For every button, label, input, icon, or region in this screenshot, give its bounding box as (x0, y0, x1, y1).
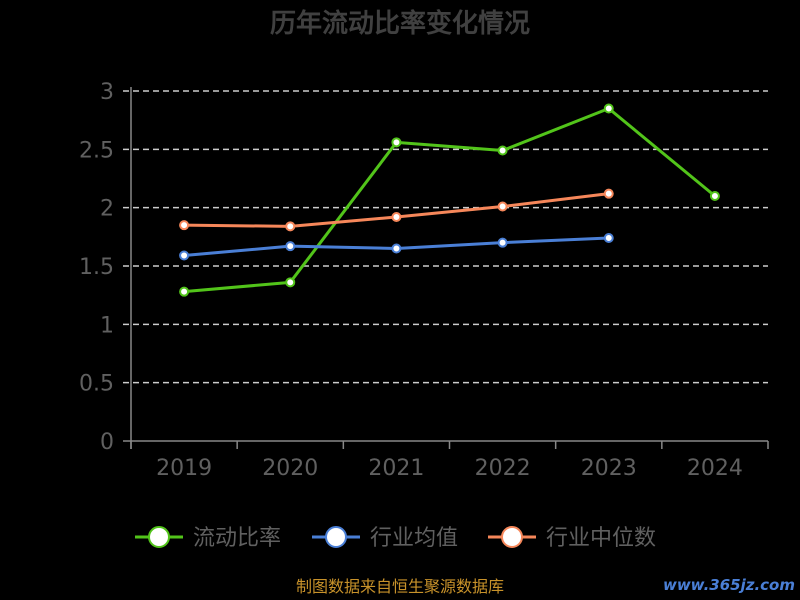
legend-item[interactable]: 行业均值 (312, 526, 458, 551)
y-tick-label: 0.5 (79, 372, 114, 397)
legend-label: 行业均值 (370, 526, 458, 551)
x-tick-label: 2019 (156, 456, 212, 481)
data-point[interactable] (603, 188, 614, 199)
legend-label: 流动比率 (193, 526, 281, 551)
data-point[interactable] (391, 243, 402, 254)
data-point[interactable] (497, 145, 508, 156)
legend-item[interactable]: 行业中位数 (488, 526, 656, 551)
data-point[interactable] (179, 220, 190, 231)
y-tick-label: 3 (100, 80, 114, 105)
data-point[interactable] (497, 237, 508, 248)
data-point[interactable] (603, 103, 614, 114)
x-tick-label: 2021 (368, 456, 424, 481)
legend-item[interactable]: 流动比率 (135, 526, 281, 551)
x-tick-label: 2024 (687, 456, 743, 481)
y-tick-label: 2.5 (79, 138, 114, 163)
data-point[interactable] (391, 212, 402, 222)
data-point[interactable] (179, 286, 190, 297)
grid-layer (123, 90, 768, 384)
legend-label: 行业中位数 (546, 526, 656, 551)
y-tick-label: 1 (100, 313, 114, 338)
x-tick-label: 2022 (475, 456, 531, 481)
data-point[interactable] (285, 241, 296, 252)
data-point[interactable] (285, 221, 296, 232)
legend-marker (148, 526, 170, 548)
data-point[interactable] (497, 201, 508, 212)
data-point[interactable] (391, 137, 402, 148)
data-point[interactable] (603, 233, 614, 243)
data-point[interactable] (709, 191, 720, 201)
y-tick-label: 0 (100, 430, 114, 455)
series-line (183, 107, 716, 294)
x-tick-label: 2023 (581, 456, 637, 481)
y-tick-label: 2 (100, 197, 114, 222)
legend-marker (501, 526, 523, 548)
axis-layer: 0 0.5 1 1.5 2 2.5 3 2019 2020 2021 2022 2023 2024 (79, 80, 769, 481)
watermark: www.365jz.com (663, 576, 795, 594)
legend: 流动比率 行业均值 行业中位数 (135, 526, 656, 551)
source-note: 制图数据来自恒生聚源数据库 (296, 577, 504, 596)
series-layer (179, 103, 720, 297)
data-point[interactable] (285, 277, 296, 288)
chart-title: 历年流动比率变化情况 (270, 8, 530, 39)
legend-marker (325, 526, 347, 548)
data-point[interactable] (179, 250, 190, 261)
y-tick-label: 1.5 (79, 255, 114, 280)
x-tick-label: 2020 (262, 456, 318, 481)
